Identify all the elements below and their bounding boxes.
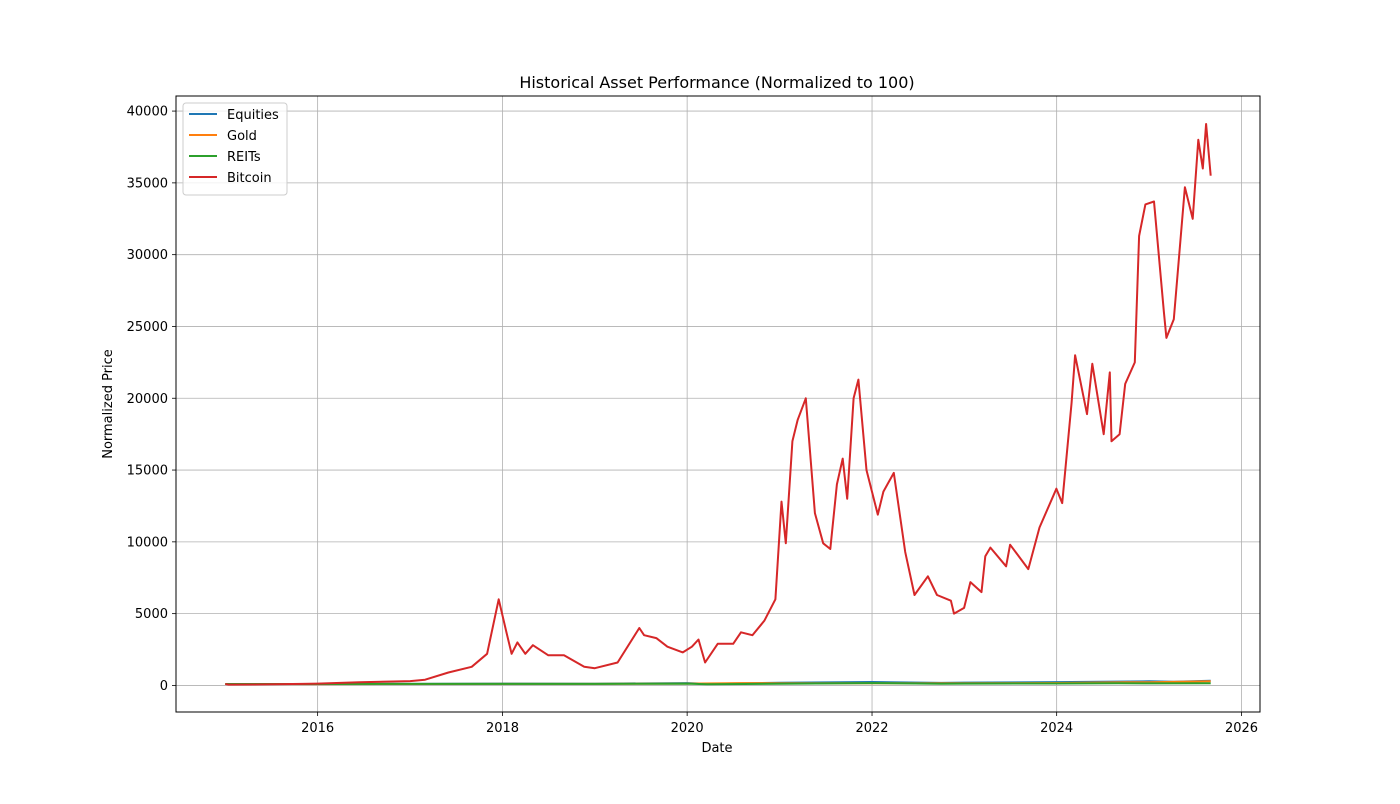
- legend-label-reits: REITs: [227, 150, 261, 165]
- y-tick-label: 25000: [127, 320, 168, 335]
- y-tick-label: 15000: [127, 464, 168, 479]
- x-tick-label: 2026: [1225, 721, 1258, 736]
- y-tick-label: 5000: [135, 607, 168, 622]
- y-tick-label: 40000: [127, 105, 168, 120]
- y-tick-label: 35000: [127, 176, 168, 191]
- x-tick-label: 2020: [671, 721, 704, 736]
- y-tick-label: 30000: [127, 248, 168, 263]
- x-axis-ticks: 2016 2018 2020 2022 2024 2026: [301, 712, 1258, 736]
- x-axis-label: Date: [701, 741, 732, 756]
- legend-label-gold: Gold: [227, 129, 257, 144]
- x-tick-label: 2016: [301, 721, 334, 736]
- y-tick-label: 10000: [127, 535, 168, 550]
- legend-box: [182, 102, 288, 196]
- plot-frame: [175, 95, 1261, 713]
- x-tick-label: 2024: [1040, 721, 1073, 736]
- grid-lines: [176, 96, 1260, 712]
- x-tick-label: 2018: [486, 721, 519, 736]
- legend: Equities Gold REITs Bitcoin: [182, 102, 288, 196]
- legend-label-equities: Equities: [227, 108, 279, 123]
- chart-title: Historical Asset Performance (Normalized…: [519, 73, 914, 92]
- x-tick-label: 2022: [855, 721, 888, 736]
- series-lines: [225, 123, 1212, 686]
- y-tick-label: 20000: [127, 392, 168, 407]
- y-tick-label: 0: [160, 679, 168, 694]
- y-axis-ticks: 0 5000 10000 15000 20000 25000 30000 35000 40000: [127, 105, 176, 694]
- series-line-bitcoin: [225, 123, 1212, 686]
- legend-label-bitcoin: Bitcoin: [227, 171, 272, 186]
- y-axis-label: Normalized Price: [101, 349, 116, 459]
- series-line-reits: [225, 682, 1211, 686]
